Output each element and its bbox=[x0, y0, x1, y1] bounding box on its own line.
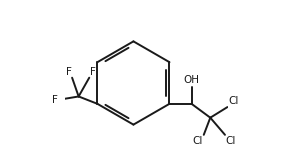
Text: F: F bbox=[66, 67, 71, 77]
Text: OH: OH bbox=[183, 75, 200, 85]
Text: F: F bbox=[90, 67, 96, 77]
Text: Cl: Cl bbox=[226, 136, 236, 146]
Text: Cl: Cl bbox=[228, 96, 239, 106]
Text: F: F bbox=[52, 95, 58, 105]
Text: Cl: Cl bbox=[193, 136, 203, 146]
